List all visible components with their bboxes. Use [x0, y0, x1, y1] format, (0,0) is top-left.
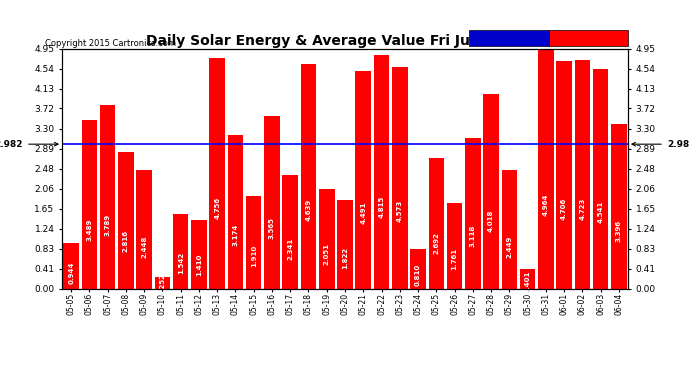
Bar: [465, 138, 480, 289]
Bar: [428, 158, 444, 289]
Bar: [301, 64, 316, 289]
Bar: [155, 276, 170, 289]
Text: 2.816: 2.816: [123, 230, 129, 252]
Bar: [483, 94, 499, 289]
Bar: [520, 269, 535, 289]
Bar: [411, 249, 426, 289]
Text: 1.410: 1.410: [196, 254, 202, 276]
Bar: [446, 203, 462, 289]
Text: 4.639: 4.639: [306, 199, 311, 221]
Bar: [210, 58, 225, 289]
Bar: [575, 60, 590, 289]
Bar: [173, 214, 188, 289]
Bar: [228, 135, 244, 289]
Text: 2.982: 2.982: [0, 140, 58, 148]
Bar: [118, 152, 134, 289]
Text: 2.051: 2.051: [324, 243, 330, 265]
Text: Daily    ($): Daily ($): [564, 33, 613, 42]
Text: 1.822: 1.822: [342, 247, 348, 269]
Text: 4.756: 4.756: [214, 197, 220, 219]
Bar: [264, 116, 279, 289]
Text: 4.706: 4.706: [561, 198, 567, 220]
Bar: [593, 69, 609, 289]
FancyBboxPatch shape: [469, 30, 549, 46]
Text: 2.341: 2.341: [287, 238, 293, 260]
Bar: [502, 170, 517, 289]
Text: 4.815: 4.815: [379, 196, 384, 218]
Bar: [63, 243, 79, 289]
Text: 2.692: 2.692: [433, 232, 440, 254]
Bar: [100, 105, 115, 289]
Text: 0.810: 0.810: [415, 264, 421, 286]
Text: 2.448: 2.448: [141, 236, 147, 258]
Text: 3.396: 3.396: [615, 220, 622, 242]
Bar: [392, 67, 408, 289]
Text: 2.982: 2.982: [632, 140, 690, 148]
Text: Average  ($): Average ($): [480, 33, 538, 42]
Text: Copyright 2015 Cartronics.com: Copyright 2015 Cartronics.com: [45, 39, 176, 48]
Text: 3.489: 3.489: [86, 218, 92, 241]
FancyBboxPatch shape: [549, 30, 628, 46]
Bar: [611, 124, 627, 289]
Title: Daily Solar Energy & Average Value Fri Jun 5 20:26: Daily Solar Energy & Average Value Fri J…: [146, 34, 544, 48]
Text: 3.565: 3.565: [269, 217, 275, 239]
Bar: [538, 48, 553, 289]
Bar: [282, 175, 298, 289]
Bar: [137, 170, 152, 289]
Text: 1.542: 1.542: [178, 252, 184, 274]
Text: 3.118: 3.118: [470, 225, 476, 247]
Text: 4.491: 4.491: [360, 201, 366, 224]
Text: 4.723: 4.723: [580, 198, 585, 220]
Bar: [556, 61, 572, 289]
Bar: [355, 71, 371, 289]
Bar: [374, 55, 389, 289]
Text: 4.541: 4.541: [598, 201, 604, 223]
Text: 1.910: 1.910: [250, 245, 257, 267]
Text: 0.401: 0.401: [524, 271, 531, 293]
Bar: [81, 120, 97, 289]
Text: 1.761: 1.761: [451, 248, 457, 270]
Bar: [319, 189, 335, 289]
Text: 4.573: 4.573: [397, 200, 403, 222]
Text: 0.944: 0.944: [68, 261, 75, 284]
Text: 4.964: 4.964: [543, 194, 549, 216]
Text: 2.449: 2.449: [506, 236, 512, 258]
Text: 4.018: 4.018: [488, 209, 494, 232]
Bar: [337, 200, 353, 289]
Text: 3.174: 3.174: [233, 224, 239, 246]
Bar: [246, 196, 262, 289]
Bar: [191, 220, 207, 289]
Text: 3.789: 3.789: [105, 213, 110, 236]
Text: 0.252: 0.252: [159, 273, 166, 296]
